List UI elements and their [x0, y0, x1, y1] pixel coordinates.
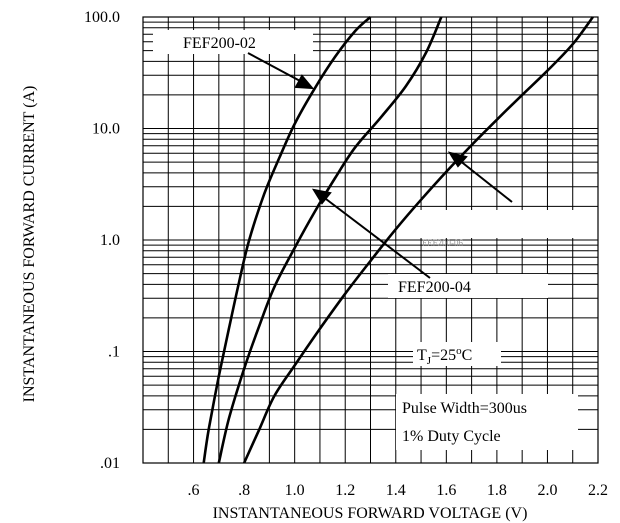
x-tick-label: 2.2 — [588, 482, 608, 499]
x-tick-label: 1.0 — [285, 482, 305, 499]
x-tick-label: 1.6 — [436, 482, 456, 499]
series-label-fef200-06: FEF200-06 — [422, 238, 464, 248]
x-tick-label: 1.4 — [386, 482, 406, 499]
arrow-fef200-02 — [247, 52, 303, 83]
annotation-arrows — [247, 52, 513, 279]
arrowhead-fef200-06 — [447, 151, 468, 168]
y-axis-title: INSTANTANEOUS FORWARD CURRENT (A) — [21, 86, 38, 403]
y-tick-label: .1 — [108, 344, 120, 361]
x-tick-label: .6 — [188, 482, 200, 499]
x-tick-labels: .6 .8 1.0 1.2 1.4 1.6 1.8 2.0 2.2 — [188, 482, 608, 499]
series-label-fef200-04: FEF200-04 — [398, 279, 471, 296]
x-tick-label: 1.2 — [335, 482, 355, 499]
arrow-fef200-06 — [458, 159, 513, 203]
label-box-fef200-04 — [388, 274, 548, 298]
series-line-fef200-02 — [202, 16, 372, 464]
duty-cycle-label: 1% Duty Cycle — [402, 428, 501, 445]
tj-box — [413, 342, 501, 366]
label-box-fef200-02 — [153, 30, 313, 54]
series-label-fef200-02: FEF200-02 — [183, 35, 256, 52]
y-tick-label: .01 — [100, 455, 120, 472]
arrowhead-fef200-04 — [311, 188, 332, 205]
arrow-fef200-04 — [321, 195, 431, 279]
data-series — [202, 16, 594, 464]
series-line-fef200-04 — [217, 16, 443, 464]
label-box-fef200-06 — [420, 210, 596, 238]
pulse-width-label: Pulse Width=300us — [402, 400, 527, 417]
x-axis-title: INSTANTANEOUS FORWARD VOLTAGE (V) — [213, 505, 528, 522]
plot-frame — [142, 16, 599, 464]
series-line-fef200-06 — [242, 16, 594, 464]
x-tick-label: .8 — [238, 482, 250, 499]
y-tick-labels: 100.0 10.0 1.0 .1 .01 — [84, 9, 120, 472]
y-tick-label: 10.0 — [92, 121, 120, 138]
tj-label: TJ=25oC — [417, 345, 472, 367]
y-tick-label: 1.0 — [100, 232, 120, 249]
x-tick-label: 2.0 — [537, 482, 557, 499]
arrowhead-fef200-02 — [294, 74, 315, 90]
x-tick-label: 1.8 — [487, 482, 507, 499]
pulse-box — [396, 394, 578, 450]
y-tick-label: 100.0 — [84, 9, 120, 26]
